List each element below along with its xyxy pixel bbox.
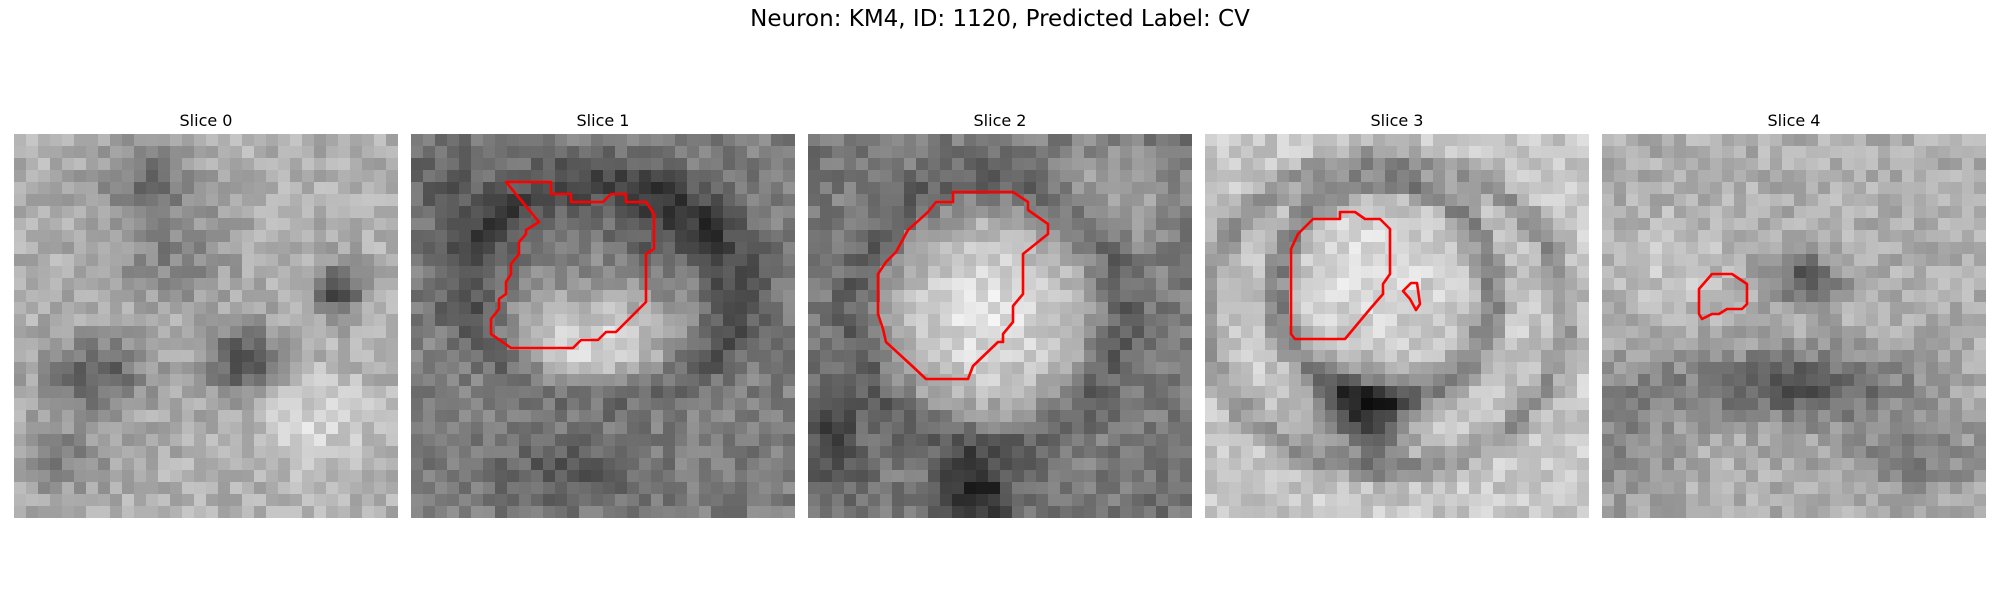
slice-panel-0: Slice 0 bbox=[14, 108, 398, 518]
slice-panel-3: Slice 3 bbox=[1205, 108, 1589, 518]
slice-title-4: Slice 4 bbox=[1767, 111, 1821, 130]
slice-svg-0 bbox=[14, 134, 398, 518]
slice-panel-2: Slice 2 bbox=[808, 108, 1192, 518]
slice-image-2 bbox=[808, 134, 1192, 518]
slice-panel-1: Slice 1 bbox=[411, 108, 795, 518]
segmentation-contour bbox=[489, 180, 656, 350]
slice-svg-3 bbox=[1205, 134, 1589, 518]
slice-svg-4 bbox=[1602, 134, 1986, 518]
figure-title: Neuron: KM4, ID: 1120, Predicted Label: … bbox=[750, 6, 1250, 32]
segmentation-contour bbox=[876, 190, 1050, 381]
slice-image-3 bbox=[1205, 134, 1589, 518]
segmentation-contour bbox=[1697, 272, 1749, 321]
slice-title-2: Slice 2 bbox=[973, 111, 1027, 130]
slice-title-1: Slice 1 bbox=[576, 111, 630, 130]
segmentation-contour-small bbox=[1401, 281, 1422, 312]
slice-image-1 bbox=[411, 134, 795, 518]
slice-title-3: Slice 3 bbox=[1370, 111, 1424, 130]
slice-panel-4: Slice 4 bbox=[1602, 108, 1986, 518]
slice-title-0: Slice 0 bbox=[179, 111, 233, 130]
segmentation-contour bbox=[1289, 210, 1392, 341]
slice-image-4 bbox=[1602, 134, 1986, 518]
slice-image-0 bbox=[14, 134, 398, 518]
slice-svg-2 bbox=[808, 134, 1192, 518]
slice-svg-1 bbox=[411, 134, 795, 518]
